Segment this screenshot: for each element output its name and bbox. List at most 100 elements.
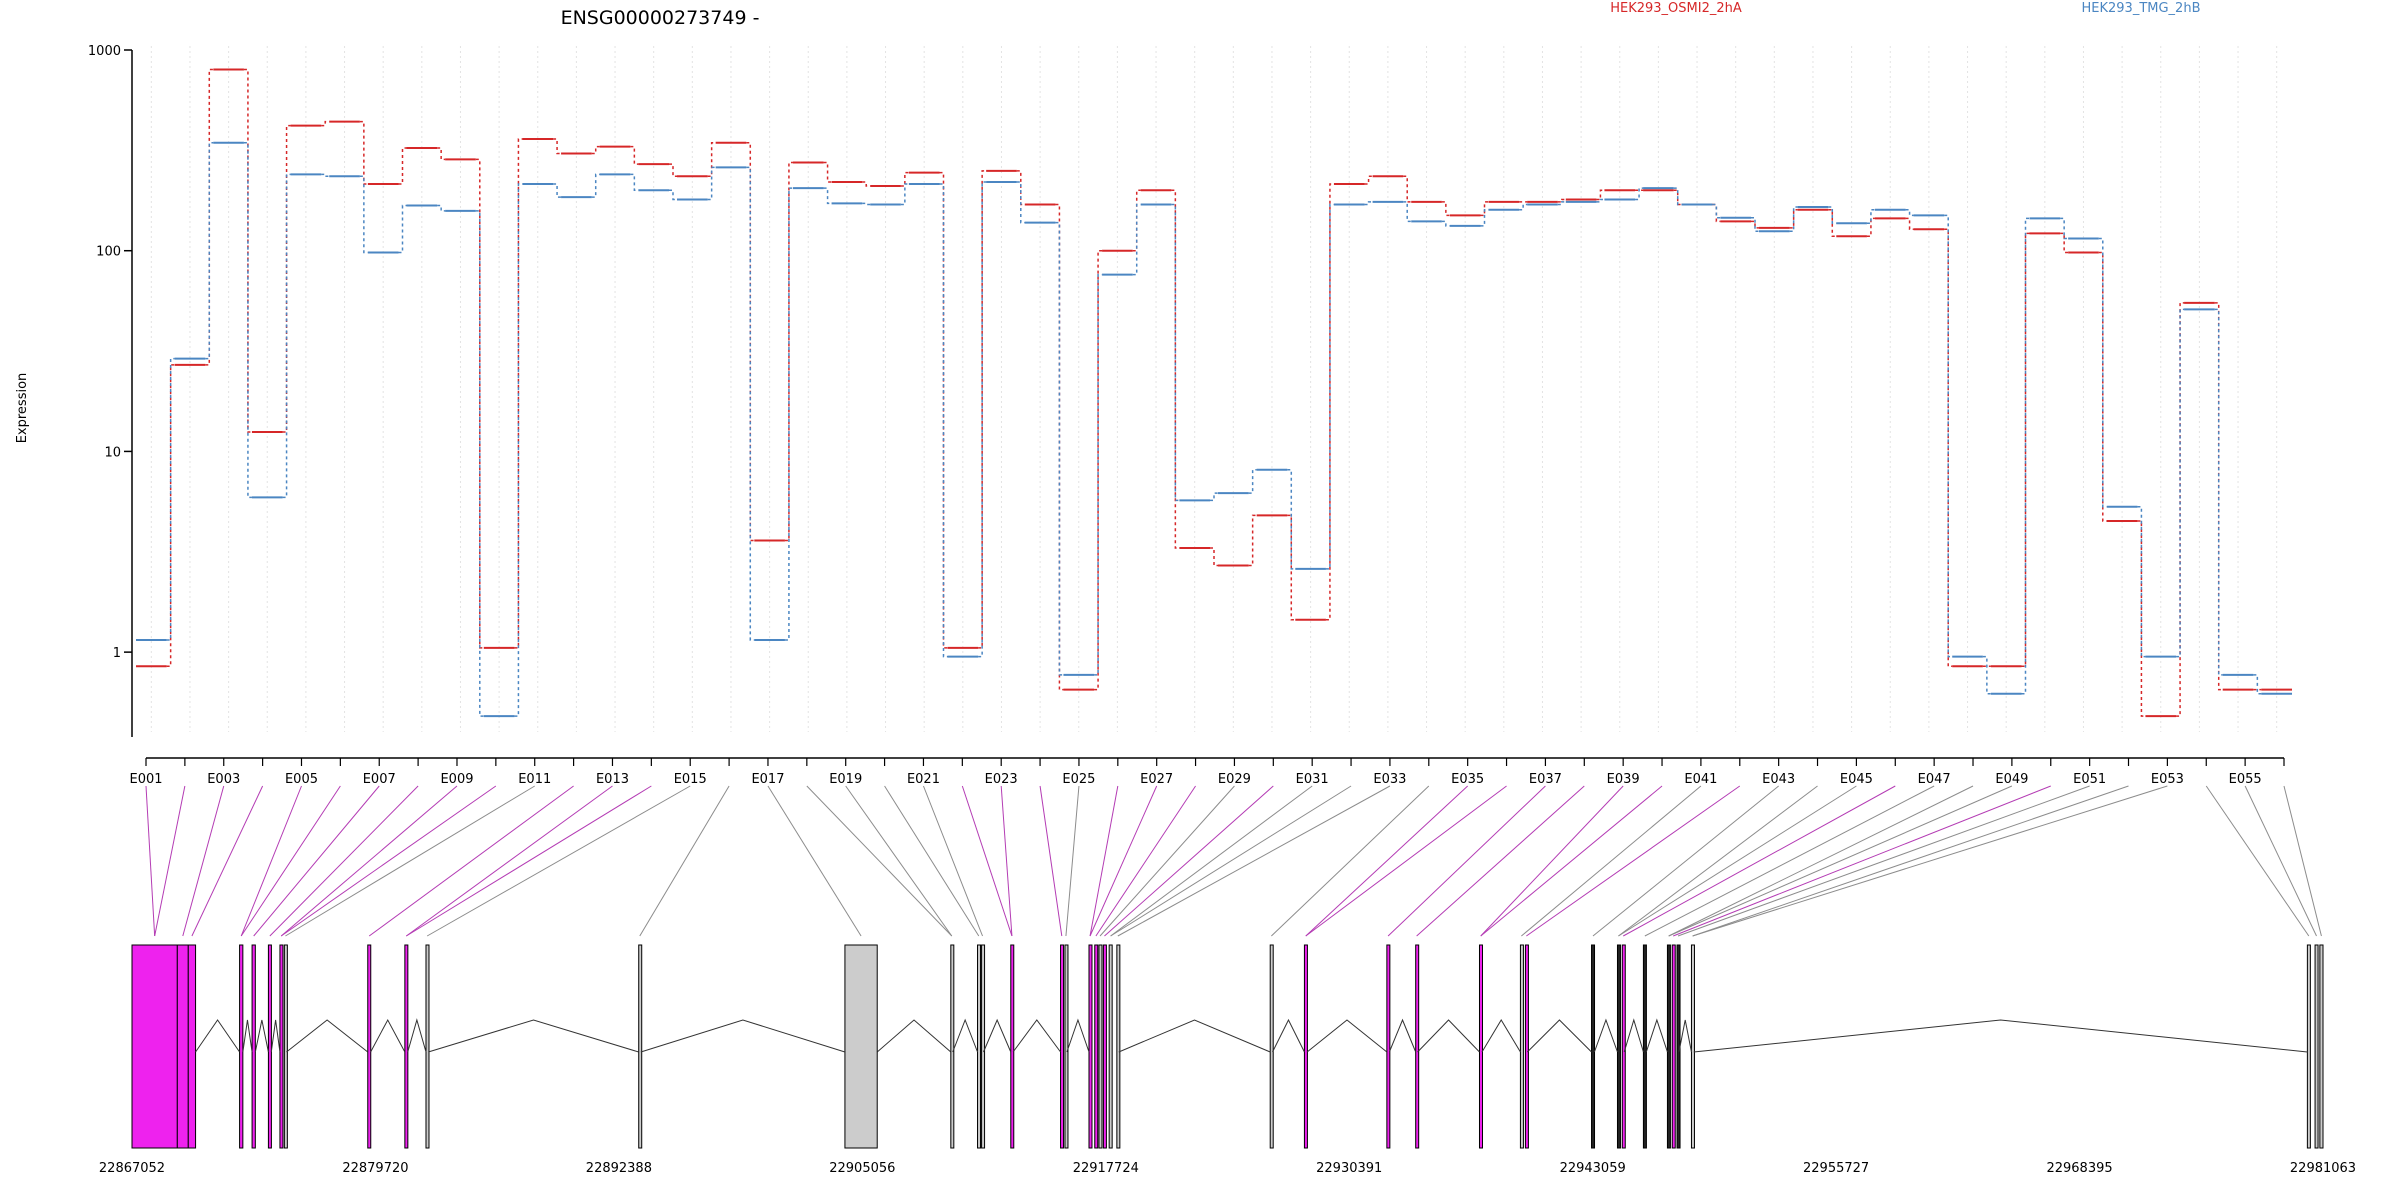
- exon-connector: [1099, 785, 1235, 937]
- exon-connector: [1305, 785, 1469, 937]
- x-tick-label: E055: [2229, 772, 2262, 787]
- exon-connector: [240, 785, 302, 937]
- exon-connector: [182, 785, 225, 937]
- exon-connector: [1305, 785, 1507, 937]
- x-tick-label: E051: [2073, 772, 2106, 787]
- exon-block: [279, 944, 284, 1149]
- exon-block: [844, 944, 878, 1149]
- exon-connector: [145, 785, 156, 937]
- exon-connector: [1592, 785, 1779, 937]
- intron-line: [1693, 1019, 2308, 1053]
- exon-block: [131, 944, 178, 1149]
- x-tick-label: E007: [363, 772, 396, 787]
- series-transition: [591, 145, 600, 155]
- exon-block: [1666, 944, 1671, 1149]
- series-transition: [2253, 674, 2262, 695]
- exon-block: [1303, 944, 1308, 1149]
- genomic-coordinate-label: 22943059: [1560, 1161, 1626, 1176]
- exon-connector: [405, 785, 613, 937]
- series-transition: [978, 181, 987, 658]
- series-transition: [1751, 220, 1759, 229]
- intron-line: [254, 1019, 269, 1053]
- exon-block: [1524, 944, 1529, 1149]
- series-transition: [166, 364, 175, 668]
- exon-connector: [1117, 785, 1391, 937]
- exon-connector: [1271, 785, 1430, 937]
- exon-connector: [280, 785, 458, 937]
- exon-connector: [1622, 785, 1896, 937]
- exon-block: [1478, 944, 1483, 1149]
- exon-block: [981, 944, 986, 1149]
- y-tick-label: 1: [113, 646, 121, 661]
- series-transition: [900, 171, 909, 187]
- genomic-coordinate-label: 22879720: [342, 1161, 408, 1176]
- series-transition: [166, 357, 175, 641]
- exon-connector: [1618, 785, 1857, 937]
- series-transition: [1364, 201, 1373, 206]
- exon-block: [176, 944, 189, 1149]
- exon-connector: [2244, 785, 2317, 937]
- exon-connector: [1387, 785, 1546, 937]
- exon-connector: [1480, 785, 1624, 937]
- exon-connector: [368, 785, 574, 937]
- series-transition: [1325, 203, 1334, 570]
- exon-block: [239, 944, 244, 1149]
- exon-block: [267, 944, 272, 1149]
- intron-line: [640, 1019, 846, 1053]
- series-transition: [1751, 216, 1759, 233]
- intron-line: [1272, 1018, 1305, 1053]
- series-transition: [2214, 302, 2223, 691]
- series-transition: [1866, 208, 1875, 225]
- x-tick-label: E045: [1840, 772, 1873, 787]
- exon-connector: [1521, 785, 1702, 937]
- genomic-coordinate-label: 22955727: [1803, 1161, 1869, 1176]
- x-tick-label: E033: [1373, 772, 1406, 787]
- genomic-coordinate-label: 22968395: [2046, 1161, 2112, 1176]
- exon-connector: [154, 785, 186, 937]
- series-transition: [1596, 198, 1605, 203]
- exon-block: [2319, 944, 2324, 1149]
- exon-block: [1088, 944, 1093, 1149]
- series-transition: [1016, 170, 1025, 206]
- series-transition: [1635, 187, 1644, 201]
- x-tick-label: E049: [1995, 772, 2028, 787]
- x-tick-label: E021: [907, 772, 940, 787]
- exon-connectors: [145, 785, 2322, 937]
- series-transition: [1789, 206, 1798, 233]
- series-transition: [1094, 249, 1103, 691]
- series-transition: [553, 138, 562, 155]
- x-tick-label: E031: [1296, 772, 1329, 787]
- series-transition: [1441, 201, 1450, 217]
- series-transition: [2060, 217, 2069, 240]
- intron-line: [1623, 1018, 1644, 1053]
- series-transition: [1866, 217, 1875, 238]
- series-transition: [1712, 203, 1721, 219]
- series-transition: [1441, 220, 1450, 227]
- legend-series-label: HEK293_TMG_2hB: [2082, 1, 2201, 16]
- series-transition: [514, 183, 523, 717]
- series-transition: [784, 161, 793, 542]
- series-transition: [2060, 232, 2069, 254]
- exon-block: [1386, 944, 1391, 1149]
- genomic-coordinate-label: 22930391: [1316, 1161, 1382, 1176]
- intron-line: [1066, 1018, 1090, 1053]
- exon-connector: [1039, 785, 1063, 937]
- series-transition: [437, 204, 446, 212]
- gene-model: [131, 944, 2324, 1149]
- intron-line: [1526, 1019, 1592, 1053]
- y-tick-label: 1000: [88, 44, 121, 59]
- x-tick-label: E025: [1062, 772, 1095, 787]
- series-transition: [1171, 203, 1180, 502]
- series-transition: [1287, 514, 1296, 621]
- x-tick-label: E001: [129, 772, 162, 787]
- exon-block: [638, 944, 643, 1149]
- exon-connector: [1416, 785, 1585, 937]
- exon-connector: [1000, 785, 1013, 937]
- series-transition: [1210, 547, 1218, 567]
- series-transition: [282, 173, 291, 499]
- intron-line: [1678, 1019, 1692, 1053]
- chart-title: ENSG00000273749 -: [561, 7, 760, 29]
- exon-block: [2306, 944, 2311, 1149]
- series-transition: [243, 142, 252, 499]
